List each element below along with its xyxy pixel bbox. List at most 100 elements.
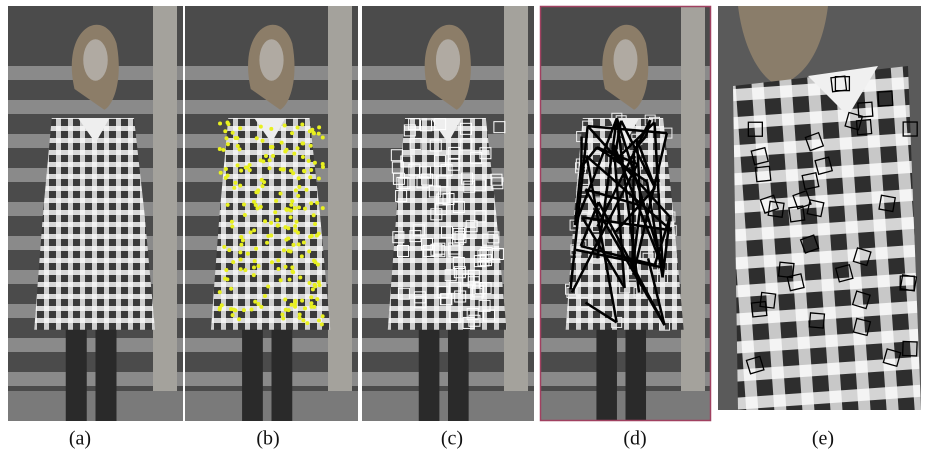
feature-point	[250, 307, 254, 311]
pillar	[504, 6, 528, 421]
feature-point	[304, 188, 308, 192]
feature-point	[231, 131, 235, 135]
feature-point	[259, 305, 263, 309]
feature-point	[286, 237, 290, 241]
feature-point	[266, 285, 270, 289]
leg	[96, 321, 117, 421]
leg	[419, 321, 440, 421]
feature-point	[300, 299, 304, 303]
feature-point	[263, 294, 267, 298]
feature-point	[297, 206, 301, 210]
feature-point	[237, 317, 241, 321]
feature-point	[239, 243, 243, 247]
feature-point	[226, 173, 230, 177]
feature-point	[293, 300, 297, 304]
feature-point	[298, 276, 302, 280]
feature-point	[309, 305, 313, 309]
feature-point	[301, 155, 305, 159]
feature-point	[269, 221, 273, 225]
feature-point	[274, 199, 278, 203]
leg	[596, 321, 617, 421]
feature-point	[297, 176, 301, 180]
feature-point	[220, 303, 224, 307]
feature-point	[244, 166, 248, 170]
feature-point	[279, 191, 283, 195]
feature-point	[243, 213, 247, 217]
feature-point	[303, 207, 307, 211]
feature-point	[282, 248, 286, 252]
feature-point	[296, 146, 300, 150]
photo	[362, 6, 534, 421]
feature-point	[263, 219, 267, 223]
feature-point	[301, 141, 305, 145]
feature-point	[232, 186, 236, 190]
feature-point	[243, 268, 247, 272]
feature-point	[273, 210, 277, 214]
caption: (c)	[441, 428, 463, 450]
feature-point	[284, 265, 288, 269]
pillar	[153, 6, 177, 421]
leg	[272, 321, 293, 421]
feature-point	[269, 145, 273, 149]
feature-point	[231, 260, 235, 264]
feature-point	[289, 169, 293, 173]
leg	[448, 321, 469, 421]
feature-point	[308, 281, 312, 285]
feature-point	[283, 123, 287, 127]
leg	[66, 321, 87, 421]
dress	[34, 118, 155, 330]
feature-point	[320, 322, 324, 326]
feature-point	[321, 162, 325, 166]
feature-point	[287, 249, 291, 253]
feature-point	[224, 268, 228, 272]
page: (a) (b) (c) (d) (e) (() => { const data …	[0, 0, 929, 456]
panels	[8, 6, 921, 421]
feature-point	[281, 316, 285, 320]
feature-point	[321, 206, 325, 210]
feature-point	[309, 144, 313, 148]
feature-point	[295, 220, 299, 224]
face	[436, 39, 460, 80]
feature-point	[289, 203, 293, 207]
feature-point	[290, 131, 294, 135]
feature-point	[312, 213, 316, 217]
feature-point	[307, 159, 311, 163]
feature-point	[264, 154, 268, 158]
feature-point	[317, 318, 321, 322]
feature-point	[275, 218, 279, 222]
feature-point	[276, 223, 280, 227]
feature-point	[311, 287, 315, 291]
feature-point	[302, 240, 306, 244]
feature-point	[280, 141, 284, 145]
feature-point	[246, 252, 250, 256]
figure: (a) (b) (c) (d) (e)	[0, 0, 929, 456]
feature-point	[218, 121, 222, 125]
feature-point	[242, 203, 246, 207]
feature-point	[296, 125, 300, 129]
feature-point	[309, 168, 313, 172]
feature-point	[256, 264, 260, 268]
feature-point	[238, 126, 242, 130]
feature-point	[259, 158, 263, 162]
feature-point	[252, 273, 256, 277]
feature-point	[296, 194, 300, 198]
feature-point	[286, 226, 290, 230]
feature-point	[305, 321, 309, 325]
leg	[242, 321, 263, 421]
feature-point	[293, 224, 297, 228]
face	[259, 39, 283, 80]
leg	[626, 321, 647, 421]
feature-point	[254, 247, 258, 251]
feature-point	[285, 148, 289, 152]
feature-point	[296, 231, 300, 235]
feature-point	[312, 259, 316, 263]
feature-point	[226, 142, 230, 146]
feature-point	[279, 278, 283, 282]
feature-point	[241, 238, 245, 242]
feature-point	[291, 243, 295, 247]
photo	[718, 6, 921, 410]
feature-point	[236, 163, 240, 167]
feature-point	[313, 283, 317, 287]
feature-point	[279, 167, 283, 171]
feature-point	[294, 188, 298, 192]
